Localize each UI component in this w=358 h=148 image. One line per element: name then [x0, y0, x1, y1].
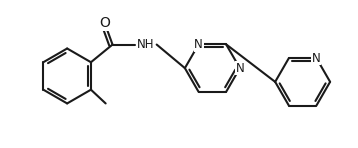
- Text: NH: NH: [137, 38, 155, 51]
- Text: N: N: [194, 38, 203, 51]
- Text: N: N: [236, 62, 244, 75]
- Text: O: O: [99, 16, 110, 30]
- Text: N: N: [312, 52, 321, 65]
